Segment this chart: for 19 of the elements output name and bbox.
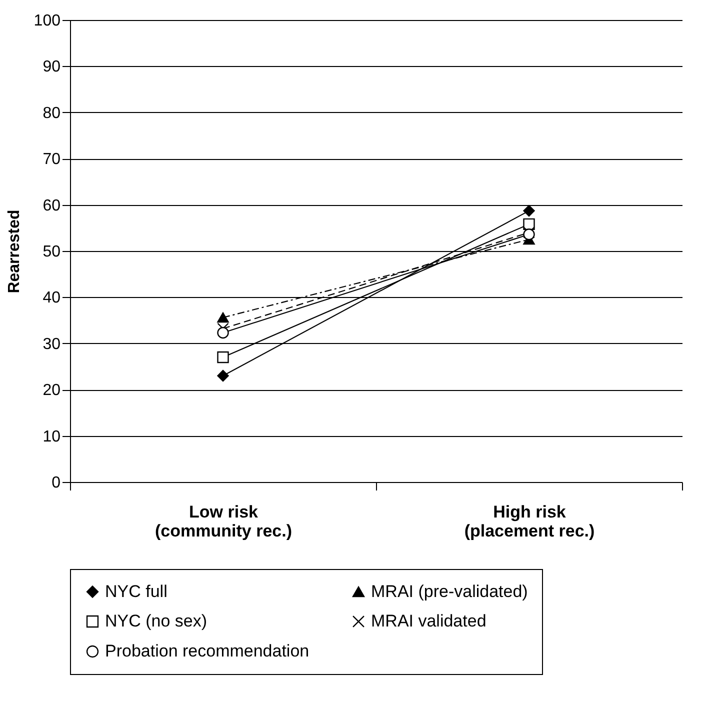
y-tick-label: 70: [42, 151, 61, 168]
y-tick-label: 0: [52, 474, 61, 492]
legend-label: MRAI (pre-validated): [371, 582, 528, 601]
legend-label: NYC (no sex): [105, 612, 208, 630]
y-tick-label: 20: [42, 382, 61, 400]
y-tick-label: 80: [42, 104, 61, 122]
y-tick-label: 60: [42, 197, 61, 214]
y-tick-label: 30: [42, 336, 61, 353]
legend-label: Probation recommendation: [105, 642, 310, 660]
y-axis-title: Rearrested: [6, 210, 23, 294]
y-tick-label: 40: [42, 290, 61, 307]
legend-label: MRAI validated: [371, 612, 486, 630]
y-tick-label: 90: [42, 58, 61, 76]
y-tick-label: 50: [42, 244, 61, 260]
x-tick-label: High risk (placement rec.): [464, 502, 595, 540]
x-tick-label: Low risk (community rec.): [155, 502, 292, 540]
y-tick-label: 100: [34, 12, 61, 30]
y-tick-label: 10: [42, 428, 61, 446]
legend-label: NYC full: [105, 582, 168, 601]
